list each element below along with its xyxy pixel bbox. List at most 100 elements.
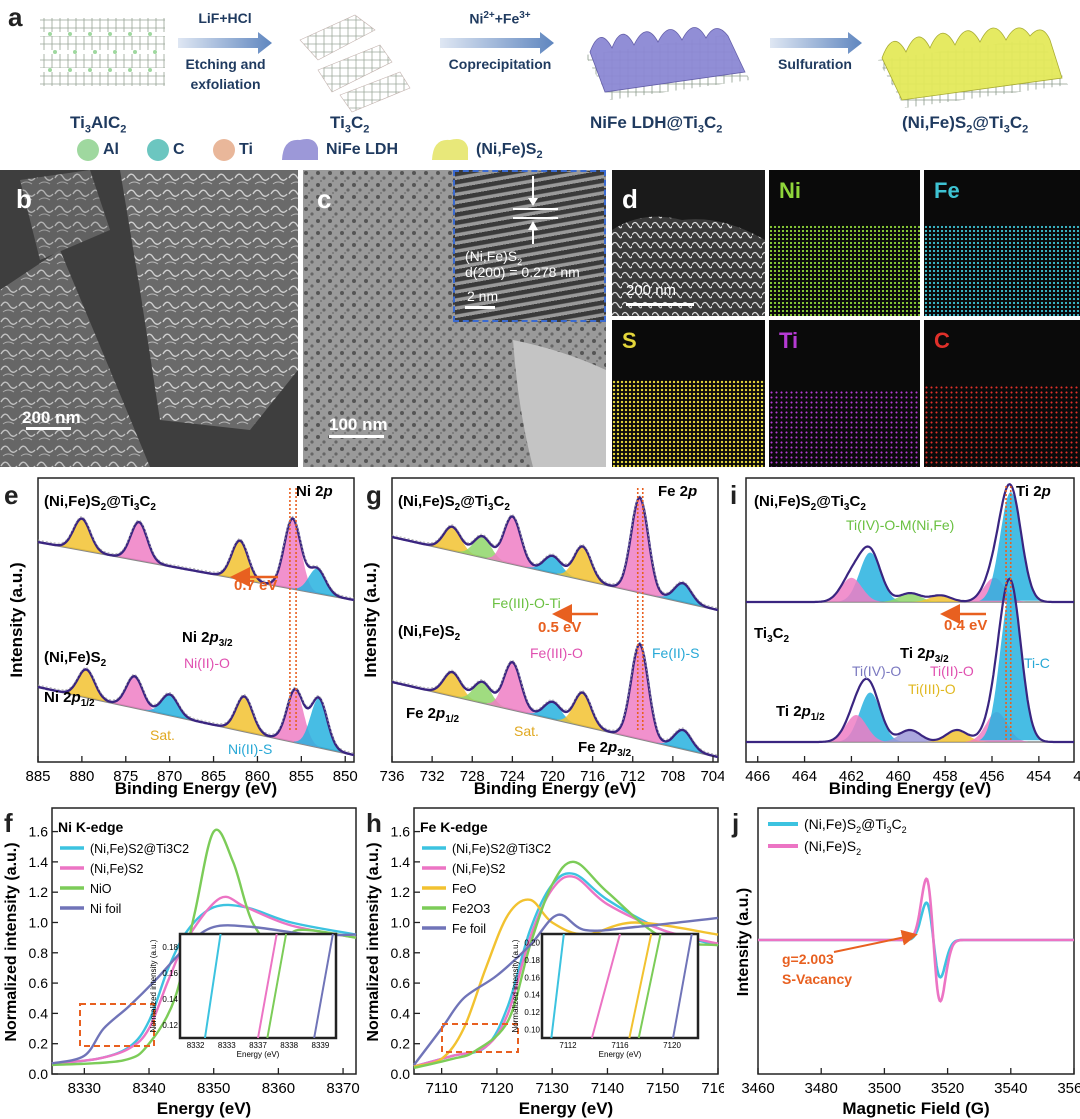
x-ticks-i: 466 464 462 460 458 456 454 452	[745, 756, 1080, 785]
y-tick-label-f-0: 0.0	[29, 1066, 49, 1082]
series-line-h-3	[413, 860, 719, 1070]
y-tick-label-f-3: 0.6	[29, 975, 49, 991]
inset-x-tick-f-2: 8337	[249, 1041, 267, 1050]
y-tick-label-f-5: 1.0	[29, 914, 49, 930]
epr-line-j-1	[758, 877, 1074, 1003]
inset-y-tick-f-1: 0.14	[162, 995, 178, 1004]
x-tick-label-e-2: 875	[113, 768, 138, 785]
chart-e-ni2p-xps: 885 880 875 870 865 860 855 850 Binding Energy …	[7, 477, 358, 798]
panel-label-i: i	[730, 480, 738, 510]
x-ticks-e: 885 880 875 870 865 860 855 850	[25, 756, 358, 785]
x-ticks-g: 736 732 728 724 720 716 712 708 704	[379, 756, 724, 785]
panel-b-sem-image: b 200 nm	[0, 170, 298, 467]
series-label-e-bottom: (Ni,Fe)S2	[44, 649, 107, 669]
x-tick-label-i-3: 460	[886, 768, 911, 785]
xps-curves-e	[37, 488, 355, 757]
ni-ii-o-label: Ni(II)-O	[184, 655, 230, 671]
legend-label-f-2: NiO	[90, 882, 112, 896]
vacancy-arrow	[833, 929, 918, 953]
ti-iv-o-m-label: Ti(IV)-O-M(Ni,Fe)	[846, 517, 954, 533]
x-axis-label-i: Binding Energy (eV)	[829, 779, 991, 798]
inset-ylabel-h: Normalized intensity (a.u.)	[511, 939, 520, 1032]
xps-curves-g	[391, 488, 719, 759]
lattice-spacing-marker	[513, 176, 558, 244]
inset-material: (Ni,Fe)S2	[465, 248, 523, 267]
nife-ldh-ti3c2-structure	[585, 27, 750, 100]
chart-g-fe2p-xps: 736 732 728 724 720 716 712 708 704 Binding Ener…	[362, 477, 724, 798]
inset-h: 0.10 0.12 0.14 0.16 0.18 0.20 7112 7116 7120 Ener…	[511, 932, 700, 1059]
x-tick-label-f-3: 8360	[262, 1080, 295, 1097]
x-tick-label-e-5: 860	[245, 768, 270, 785]
scale-label-b: 200 nm	[22, 408, 81, 427]
x-tick-label-g-8: 704	[700, 768, 724, 785]
y-tick-label-f-4: 0.8	[29, 945, 49, 961]
legend-c: C	[173, 141, 185, 158]
peak-g-0-2	[486, 516, 539, 570]
ni-ii-s-label: Ni(II)-S	[228, 741, 272, 757]
envelope-e-0	[37, 516, 355, 602]
map-label-ti: Ti	[779, 328, 799, 353]
map-c: C	[924, 320, 1080, 467]
x-tick-label-e-3: 870	[157, 768, 182, 785]
legend-nifes2: (Ni,Fe)S2	[476, 141, 543, 162]
inset-x-tick-f-1: 8333	[218, 1041, 236, 1050]
xanes-curves-f	[51, 828, 357, 1067]
x-tick-label-g-2: 728	[460, 768, 485, 785]
peak-g-1-4	[556, 692, 609, 732]
x-axis-label-h: Energy (eV)	[519, 1099, 613, 1118]
material-nifes2: (Ni,Fe)S2@Ti3C2	[902, 113, 1029, 136]
peak-g-0-6	[657, 583, 709, 608]
inset-xlabel-h: Energy (eV)	[599, 1050, 642, 1059]
g-value-label: g=2.003	[782, 951, 834, 967]
panel-label-g: g	[366, 480, 382, 510]
y-tick-label-h-8: 1.6	[391, 824, 411, 840]
y-tick-label-h-2: 0.4	[391, 1005, 411, 1021]
schematic-legend-swatches	[77, 139, 468, 161]
scale-label-c: 100 nm	[329, 415, 388, 434]
y-tick-label-h-1: 0.2	[391, 1036, 411, 1052]
legend-label-f-3: Ni foil	[90, 902, 121, 916]
sat-label-e: Sat.	[150, 727, 175, 743]
x-tick-label-g-1: 732	[420, 768, 445, 785]
panel-label-a: a	[8, 2, 23, 32]
peak-e-0-3	[267, 518, 318, 594]
inset-line-h-2	[628, 933, 653, 1039]
inset-line-h-3	[637, 933, 662, 1039]
inset-y-tick-f-0: 0.12	[162, 1021, 178, 1030]
envelope-i-1	[746, 577, 1074, 744]
inset-scale-label: 2 nm	[467, 288, 499, 304]
series-label-g-bottom: (Ni,Fe)S2	[398, 623, 461, 643]
y-tick-label-h-7: 1.4	[391, 854, 411, 870]
title-f: Ni K-edge	[58, 819, 124, 835]
series-line-f-3	[51, 924, 357, 1065]
x-tick-label-j-2: 3500	[868, 1080, 901, 1097]
shift-label-g: 0.5 eV	[538, 619, 581, 636]
envelope-i-0	[746, 482, 1074, 604]
inset-y-tick-h-1: 0.12	[524, 1008, 540, 1017]
legend-label-j-0: (Ni,Fe)S2@Ti3C2	[804, 816, 907, 835]
panel-label-j: j	[732, 808, 740, 838]
y-axis-label-h: Normalized intensity (a.u.)	[365, 842, 382, 1041]
map-ni: Ni	[769, 170, 920, 316]
map-label-fe: Fe	[934, 178, 960, 203]
inset-x-tick-f-0: 8332	[187, 1041, 205, 1050]
x-tick-label-j-1: 3480	[805, 1080, 838, 1097]
legend-label-f-1: (Ni,Fe)S2	[90, 862, 144, 876]
inset-line-f-2	[266, 933, 288, 1039]
peak-g-0-4	[556, 546, 609, 586]
title-e: Ni 2p	[296, 483, 333, 500]
legend-al: Al	[103, 141, 119, 158]
chart-f-ni-kedge: 8330 8340 8350 8360 8370 0.0 0.2 0.4 0.6 0.8 1.0 1.…	[3, 807, 360, 1118]
panel-label-c: c	[317, 184, 332, 214]
panel-label-f: f	[4, 808, 13, 838]
y-axis-label-e: Intensity (a.u.)	[7, 562, 26, 677]
xanes-curves-h	[413, 860, 719, 1070]
inset-y-tick-f-3: 0.18	[162, 943, 178, 952]
inset-line-f-3	[313, 933, 334, 1039]
ti3alc2-structure	[40, 18, 165, 86]
y-tick-label-f-1: 0.2	[29, 1036, 49, 1052]
inset-x-tick-f-3: 8338	[280, 1041, 298, 1050]
series-line-h-4	[413, 913, 719, 1066]
